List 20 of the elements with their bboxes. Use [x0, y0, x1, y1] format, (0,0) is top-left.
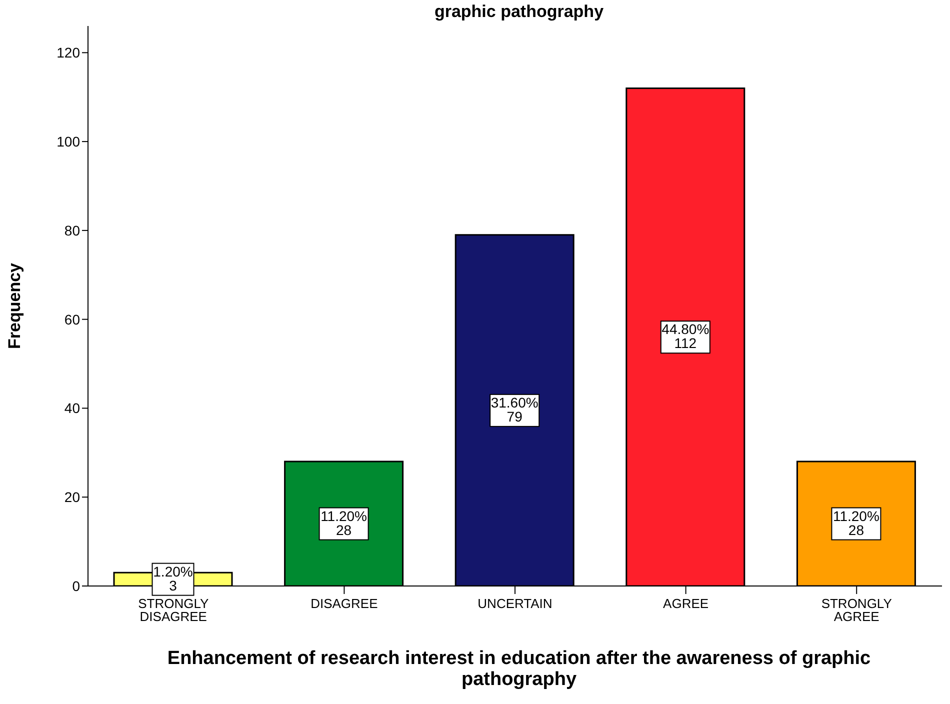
y-tick-label: 120	[56, 44, 80, 61]
data-label: 11.20% 28	[832, 508, 880, 538]
x-tick-label: UNCERTAIN	[478, 596, 552, 611]
x-tick-label: AGREE	[663, 596, 709, 611]
x-tick-label: STRONGLY AGREE	[821, 596, 892, 624]
data-label: 31.60% 79	[490, 394, 538, 424]
y-tick-label: 20	[64, 489, 80, 506]
y-tick-label: 100	[56, 134, 80, 150]
data-label: 1.20% 3	[153, 563, 193, 594]
y-tick-label: 80	[64, 222, 80, 238]
x-tick-label: STRONGLY DISAGREE	[138, 596, 209, 624]
x-axis-title: Enhancement of research interest in education after the awareness of graphic pathography	[166, 648, 872, 690]
y-tick-label: 60	[64, 311, 80, 328]
x-tick-label: DISAGREE	[310, 596, 378, 611]
y-tick-label: 0	[72, 578, 80, 594]
data-label: 44.80% 112	[662, 321, 710, 352]
y-tick-label: 40	[64, 400, 80, 416]
y-axis-title: Frequency	[5, 262, 24, 349]
chart-title: graphic pathography	[433, 2, 605, 22]
data-label: 11.20% 28	[320, 508, 368, 538]
